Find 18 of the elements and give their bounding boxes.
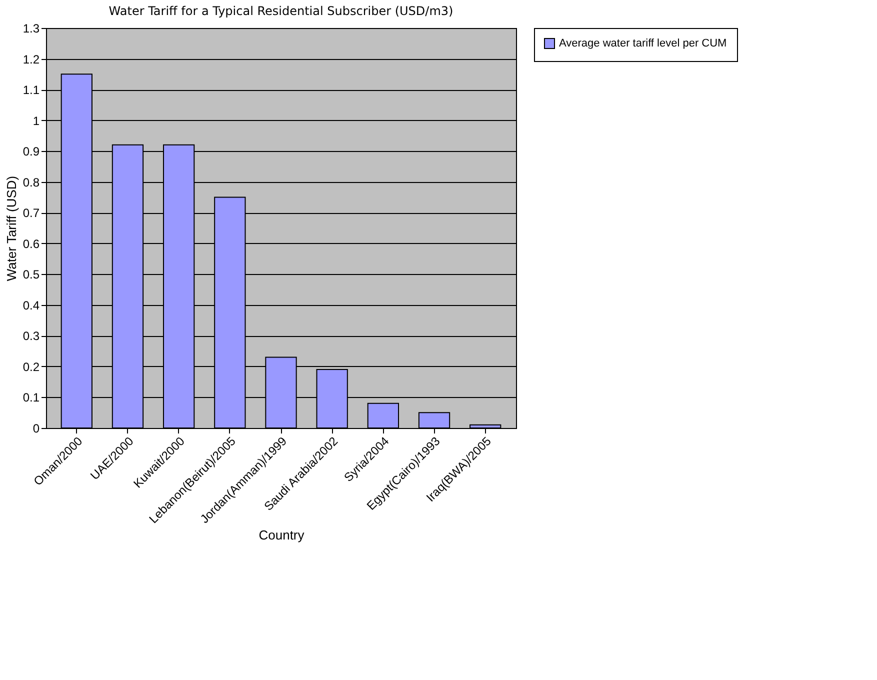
y-tick-label: 0.4 — [22, 298, 40, 312]
y-tick-label: 0.8 — [22, 175, 40, 190]
x-axis-title: Country — [258, 527, 305, 542]
y-tick-label: 0.9 — [22, 144, 40, 159]
chart-title: Water Tariff for a Typical Residential Subscriber (USD/m3) — [108, 4, 454, 18]
y-tick-label: 1.3 — [22, 22, 40, 36]
y-tick-label: 0.1 — [22, 390, 40, 405]
y-tick-label: 0 — [32, 422, 40, 436]
y-tick-label: 0.7 — [22, 206, 40, 220]
legend-label: Average water tariff level per CUM — [559, 38, 727, 50]
y-tick-label: 0.5 — [22, 268, 40, 282]
y-tick-label: 1.1 — [22, 83, 40, 98]
y-tick-label: 1 — [32, 114, 40, 128]
y-tick-label: 1.2 — [22, 52, 40, 66]
y-tick-label: 0.6 — [22, 236, 40, 251]
y-tick-label: 0.3 — [22, 329, 40, 344]
y-axis-title: Water Tariff (USD) — [4, 176, 19, 282]
y-tick-label: 0.2 — [22, 360, 40, 374]
